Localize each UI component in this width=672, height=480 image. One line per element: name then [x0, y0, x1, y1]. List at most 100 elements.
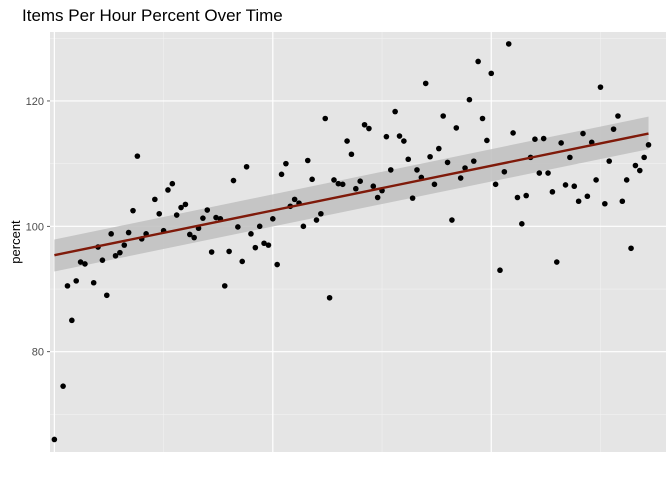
data-point [60, 383, 66, 389]
data-point [636, 167, 643, 174]
data-point [178, 204, 184, 211]
data-point [462, 165, 468, 171]
data-point [361, 121, 368, 128]
data-point [431, 181, 438, 188]
data-point [243, 163, 250, 170]
trend-line-group [54, 132, 649, 257]
trend-line [54, 132, 649, 257]
data-point [90, 279, 97, 286]
data-point [248, 231, 254, 237]
data-point [69, 317, 75, 324]
data-point [567, 154, 573, 161]
data-point [470, 158, 477, 164]
data-point [532, 136, 538, 142]
data-points [51, 41, 652, 443]
data-point [492, 181, 499, 188]
data-point [335, 180, 342, 187]
data-point [387, 167, 394, 173]
data-point [571, 183, 578, 190]
data-point [235, 224, 241, 230]
data-point [440, 113, 446, 119]
data-point [252, 244, 259, 251]
chart-title: Items Per Hour Percent Over Time [22, 6, 283, 25]
data-point [505, 41, 512, 47]
data-point [283, 160, 289, 167]
data-point [457, 175, 464, 181]
data-point [484, 137, 490, 144]
data-point [553, 259, 560, 265]
data-point [540, 135, 547, 142]
data-point [82, 261, 88, 267]
data-point [304, 157, 311, 164]
data-point [51, 436, 58, 443]
data-point [401, 138, 407, 144]
data-point [173, 212, 180, 218]
data-point [300, 223, 307, 230]
data-point [134, 153, 141, 159]
data-point [602, 200, 608, 207]
data-point [125, 229, 132, 236]
data-point [396, 133, 403, 139]
data-point [466, 96, 473, 103]
data-point [108, 231, 114, 237]
y-tick-label: 100 [26, 221, 44, 233]
data-point [510, 130, 516, 136]
data-point [326, 294, 333, 301]
data-point [593, 177, 599, 183]
data-point [274, 261, 280, 268]
data-point [117, 249, 123, 256]
data-point [475, 58, 481, 65]
data-point [558, 140, 564, 146]
data-point [270, 216, 276, 222]
data-point [427, 153, 433, 160]
data-point [575, 198, 582, 205]
data-point [261, 240, 267, 247]
data-point [610, 126, 617, 132]
data-point [405, 156, 412, 163]
data-point [348, 151, 355, 158]
data-point [549, 189, 556, 195]
data-point [239, 258, 246, 265]
data-point [453, 125, 460, 131]
data-point [436, 145, 442, 152]
data-point [213, 214, 219, 221]
y-axis: 80 100 120 [26, 96, 50, 359]
data-point [615, 113, 621, 119]
data-point [208, 249, 215, 255]
data-point [619, 198, 626, 205]
data-point [156, 210, 163, 217]
data-point [422, 80, 429, 87]
data-point [414, 167, 420, 173]
data-point [374, 194, 381, 201]
data-point [344, 138, 350, 144]
data-point [265, 242, 272, 248]
data-point [449, 217, 455, 223]
data-point [357, 178, 363, 184]
data-point [628, 245, 634, 252]
data-point [514, 194, 521, 201]
data-point [130, 207, 136, 214]
data-point [152, 196, 158, 203]
data-point [501, 168, 508, 175]
minor-gridlines [50, 32, 666, 452]
data-point [523, 192, 529, 199]
data-point [221, 283, 228, 289]
data-point [64, 283, 71, 289]
data-point [204, 207, 211, 213]
y-tick-label: 120 [26, 96, 44, 108]
data-point [641, 154, 647, 161]
y-axis-label: percent [8, 220, 23, 264]
y-tick-label: 80 [32, 347, 44, 359]
data-point [597, 84, 604, 90]
data-point [497, 267, 503, 274]
data-point [313, 217, 320, 223]
data-point [191, 234, 197, 241]
data-point [278, 171, 285, 178]
data-point [169, 180, 176, 187]
data-point [187, 231, 193, 238]
data-point [291, 196, 298, 203]
data-point [353, 185, 359, 192]
data-point [112, 252, 119, 259]
data-point [256, 223, 263, 230]
data-point [77, 259, 84, 265]
